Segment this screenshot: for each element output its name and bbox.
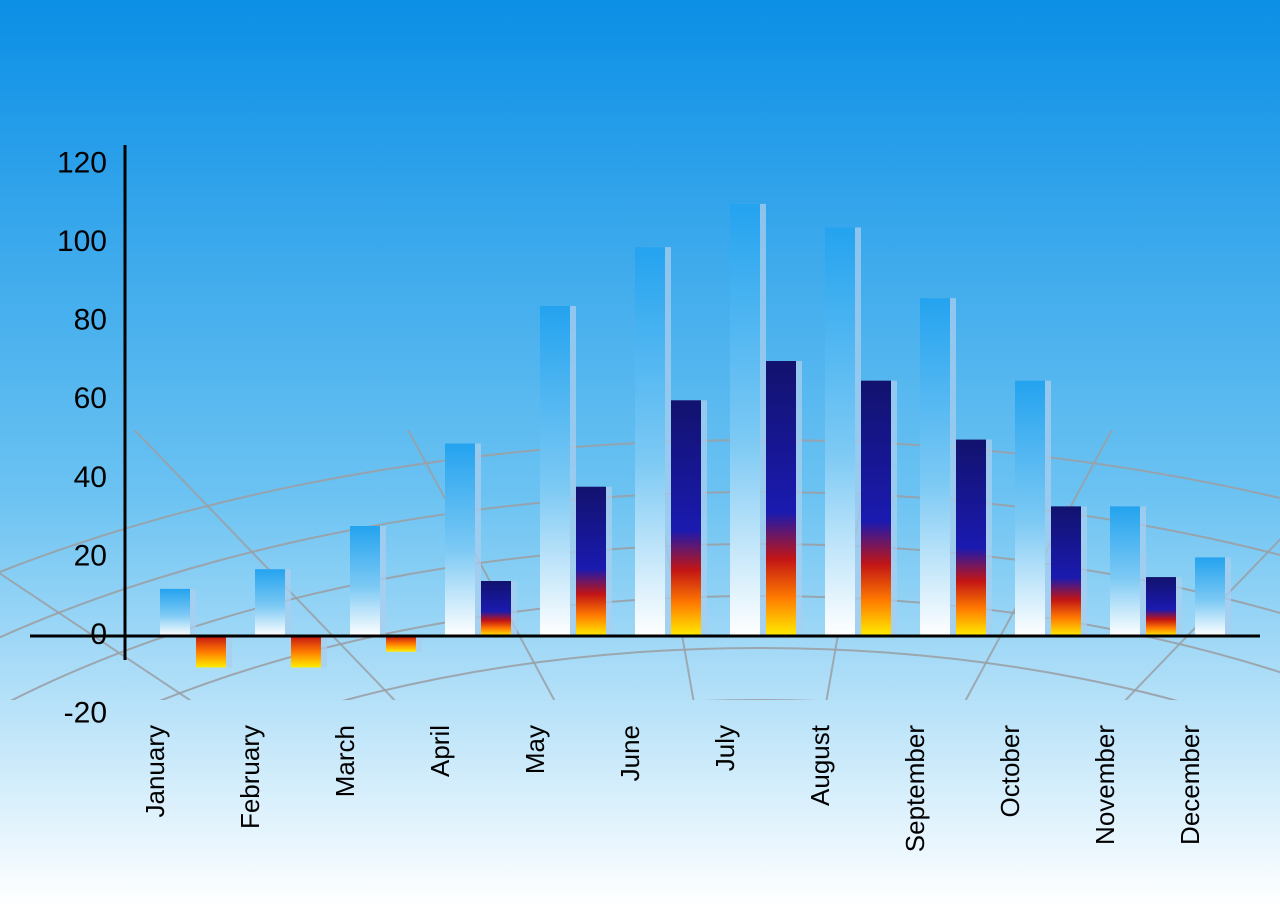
bar-primary: [635, 247, 665, 636]
bar-secondary: [481, 581, 511, 636]
bar-primary: [160, 589, 190, 636]
bar-primary: [825, 227, 855, 636]
bar-primary: [920, 298, 950, 636]
bar-primary: [1195, 557, 1225, 636]
bar-primary: [730, 204, 760, 636]
month-label: June: [615, 725, 645, 781]
bar-secondary: [1146, 577, 1176, 636]
y-tick-label: 0: [90, 618, 107, 651]
month-label: April: [425, 725, 455, 777]
y-tick-label: 80: [74, 304, 107, 337]
month-label: May: [520, 725, 550, 774]
month-label: November: [1090, 725, 1120, 845]
bar-secondary: [291, 636, 321, 667]
bar-secondary: [386, 636, 416, 652]
bar-secondary: [576, 487, 606, 636]
chart-stage: -20 0 20 40 60 80 100 120 January February March A…: [0, 0, 1280, 905]
bar-secondary: [671, 400, 701, 636]
y-tick-label: 100: [57, 225, 107, 258]
bar-secondary: [766, 361, 796, 636]
month-label: August: [805, 724, 835, 806]
bar-primary: [445, 444, 475, 637]
month-label: July: [710, 725, 740, 771]
month-label: October: [995, 725, 1025, 818]
bar-secondary: [1051, 506, 1081, 636]
bar-primary: [350, 526, 380, 636]
bar-secondary: [956, 440, 986, 636]
bar-primary: [255, 569, 285, 636]
bar-secondary: [196, 636, 226, 667]
month-label: March: [330, 725, 360, 797]
month-label: January: [140, 725, 170, 818]
bar-primary: [540, 306, 570, 636]
y-tick-label: 40: [74, 461, 107, 494]
y-tick-label: 120: [57, 146, 107, 179]
month-label: February: [235, 725, 265, 829]
month-label: September: [900, 725, 930, 853]
bar-secondary: [861, 381, 891, 636]
y-tick-label: 60: [74, 382, 107, 415]
chart-svg: -20 0 20 40 60 80 100 120 January February March A…: [0, 0, 1280, 905]
bar-primary: [1110, 506, 1140, 636]
month-label: December: [1175, 725, 1205, 845]
y-tick-label: 20: [74, 539, 107, 572]
y-tick-label: -20: [64, 696, 107, 729]
bar-primary: [1015, 381, 1045, 636]
